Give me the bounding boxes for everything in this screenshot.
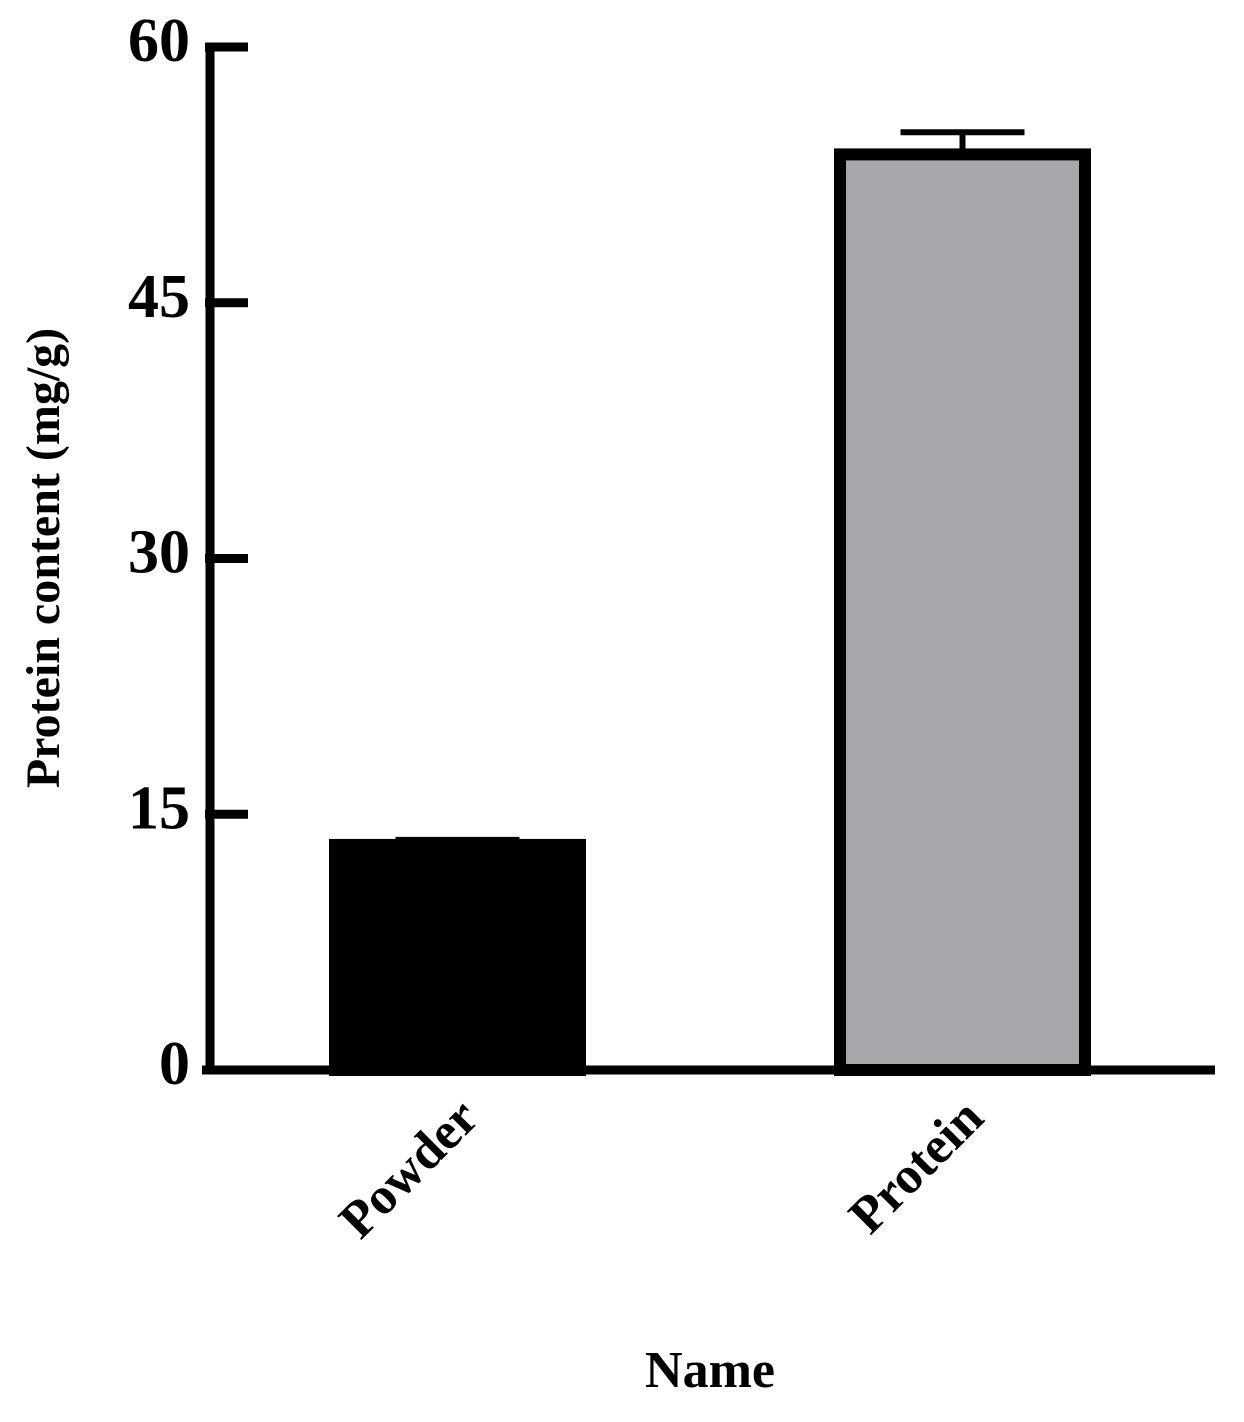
y-tick-label: 60 xyxy=(128,7,190,75)
x-tick-label: Powder xyxy=(329,1089,490,1250)
x-axis-title: Name xyxy=(645,1342,775,1399)
y-axis-title: Protein content (mg/g) xyxy=(17,328,70,788)
bar xyxy=(329,838,586,1076)
y-tick-label: 30 xyxy=(128,519,190,587)
bar xyxy=(834,148,1091,1077)
y-tick-label: 45 xyxy=(128,263,190,331)
x-tick-label: Protein xyxy=(838,1089,994,1245)
y-tick-label: 0 xyxy=(159,1030,190,1098)
y-tick-label: 15 xyxy=(128,774,190,842)
